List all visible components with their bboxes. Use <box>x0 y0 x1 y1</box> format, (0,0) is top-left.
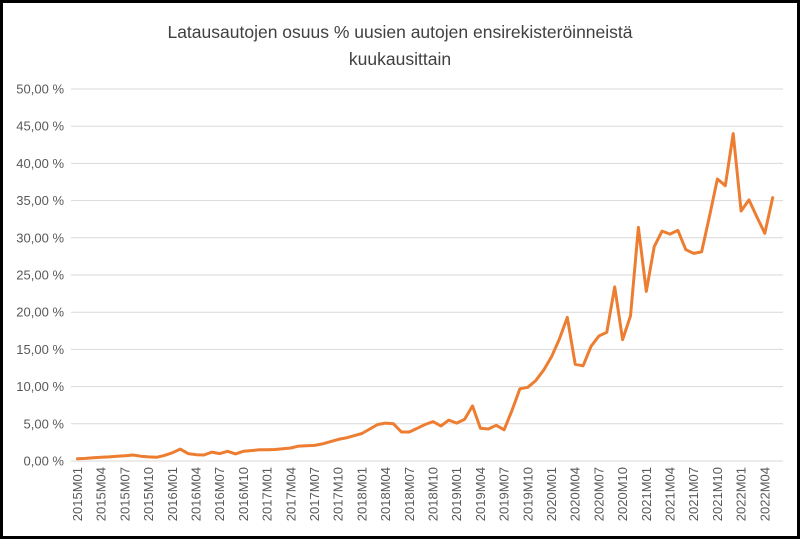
x-axis-tick-label: 2018M10 <box>426 467 441 521</box>
data-series-line <box>76 132 775 461</box>
x-axis-tick-label: 2020M04 <box>568 467 583 521</box>
x-axis-tick-label: 2019M04 <box>473 467 488 521</box>
x-axis-tick-label: 2018M01 <box>354 467 369 521</box>
x-axis-tick-label: 2022M01 <box>734 467 749 521</box>
chart-title-line-2: kuukausittain <box>348 49 452 70</box>
y-axis-tick-label: 10,00 % <box>16 379 64 394</box>
line-chart-plot-area: 0,00 % 5,00 % 10,00 % 15,00 % 20,00 % 25,00 %… <box>16 82 783 521</box>
y-axis-tick-label: 50,00 % <box>16 82 64 97</box>
x-axis-tick-label: 2015M07 <box>117 467 132 521</box>
x-axis-tick-label: 2018M07 <box>402 467 417 521</box>
x-axis-tick-label: 2021M10 <box>710 467 725 521</box>
x-axis-tick-label: 2017M01 <box>260 467 275 521</box>
x-axis-tick-label: 2021M01 <box>639 467 654 521</box>
y-axis-tick-label: 5,00 % <box>24 416 65 431</box>
x-axis-tick-label: 2016M01 <box>165 467 180 521</box>
y-axis-tick-label: 30,00 % <box>16 230 64 245</box>
y-axis-tick-label: 15,00 % <box>16 342 64 357</box>
x-axis-tick-label: 2020M01 <box>544 467 559 521</box>
y-axis-tick-label: 0,00 % <box>24 454 65 469</box>
x-axis-tick-label: 2016M07 <box>212 467 227 521</box>
x-axis-tick-label: 2018M04 <box>378 467 393 521</box>
x-axis-tick-label: 2020M10 <box>615 467 630 521</box>
x-axis-tick-label: 2016M04 <box>189 467 204 521</box>
x-axis-tick-label: 2015M10 <box>141 467 156 521</box>
x-axis-tick-label: 2015M01 <box>70 467 85 521</box>
x-axis-tick-label: 2021M04 <box>663 467 678 521</box>
y-axis-tick-label: 45,00 % <box>16 119 64 134</box>
x-axis-tick-label: 2019M01 <box>449 467 464 521</box>
chart-title: Latausautojen osuus % uusien autojen ens… <box>3 19 797 73</box>
x-axis-tick-label: 2017M04 <box>283 467 298 521</box>
x-axis-tick-label: 2017M10 <box>331 467 346 521</box>
y-axis-tick-label: 25,00 % <box>16 268 64 283</box>
x-axis-tick-label: 2016M10 <box>236 467 251 521</box>
x-axis-tick-label: 2015M04 <box>94 467 109 521</box>
x-axis-tick-label: 2021M07 <box>686 467 701 521</box>
y-axis-tick-label: 40,00 % <box>16 156 64 171</box>
x-axis-tick-label: 2017M07 <box>307 467 322 521</box>
y-axis-tick-label: 20,00 % <box>16 305 64 320</box>
x-axis-tick-label: 2022M04 <box>757 467 772 521</box>
x-axis-tick-label: 2019M10 <box>520 467 535 521</box>
x-axis-tick-label: 2019M07 <box>497 467 512 521</box>
x-axis-tick-label: 2020M07 <box>591 467 606 521</box>
y-axis-tick-label: 35,00 % <box>16 193 64 208</box>
chart-title-line-1: Latausautojen osuus % uusien autojen ens… <box>167 22 633 42</box>
